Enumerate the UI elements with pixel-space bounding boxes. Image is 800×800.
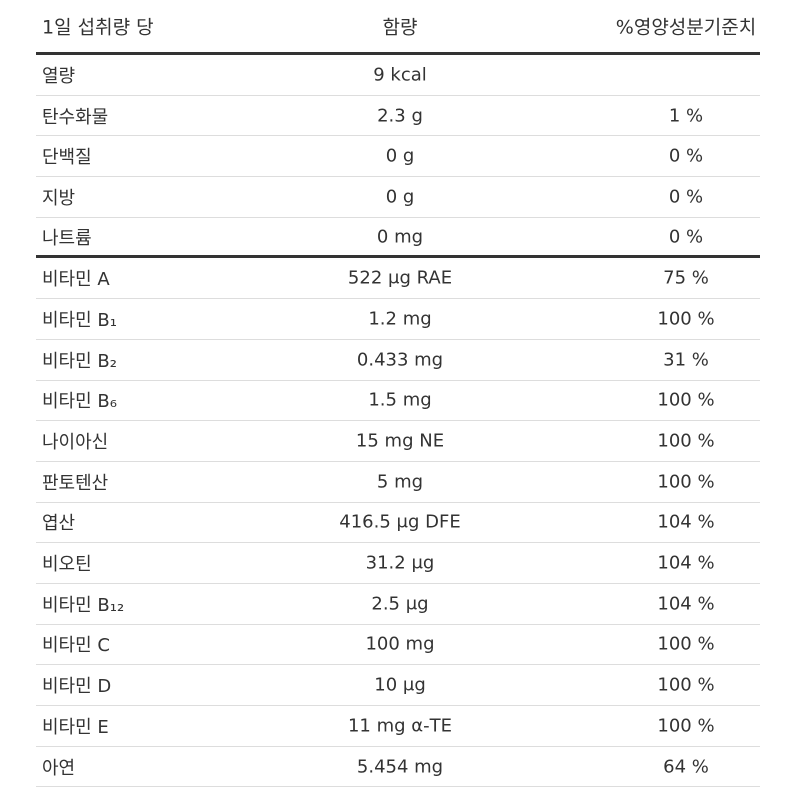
daily-value-percent: 104 % (657, 511, 715, 533)
nutrient-name: 비타민 A (42, 269, 110, 291)
table-row: 엽산 416.5 μg DFE 104 % (36, 503, 760, 544)
nutrient-name: 비타민 E (42, 716, 109, 738)
daily-value-percent: 31 % (663, 349, 709, 371)
amount: 100 mg (365, 633, 435, 655)
nutrient-name: 나트륨 (42, 227, 92, 249)
amount: 0.433 mg (356, 349, 444, 371)
daily-value-percent: 0 % (668, 226, 704, 248)
amount: 2.5 μg (371, 593, 429, 615)
table-row: 비타민 C 100 mg 100 % (36, 625, 760, 666)
amount: 416.5 μg DFE (339, 511, 461, 533)
table-row: 비타민 B₂ 0.433 mg 31 % (36, 340, 760, 381)
daily-value-percent: 100 % (657, 389, 715, 411)
table-header: 1일 섭취량 당 함량 %영양성분기준치 (36, 0, 760, 55)
table-row: 나이아신 15 mg NE 100 % (36, 421, 760, 462)
nutrient-name: 아연 (42, 757, 76, 779)
amount: 0 g (385, 145, 415, 167)
nutrient-name: 비타민 D (42, 676, 112, 698)
daily-value-percent: 100 % (657, 674, 715, 696)
daily-value-percent: 104 % (657, 552, 715, 574)
daily-value-percent: 100 % (657, 308, 715, 330)
daily-value-percent: 100 % (657, 430, 715, 452)
amount: 11 mg α-TE (347, 715, 453, 737)
amount: 2.3 g (377, 105, 423, 127)
table-row: 지방 0 g 0 % (36, 177, 760, 218)
table-row: 비타민 E 11 mg α-TE 100 % (36, 706, 760, 747)
daily-value-percent: 104 % (657, 593, 715, 615)
table-row: 비타민 D 10 μg 100 % (36, 665, 760, 706)
nutrient-name: 판토텐산 (42, 472, 109, 494)
amount: 15 mg NE (355, 430, 445, 452)
table-row: 비타민 B₆ 1.5 mg 100 % (36, 381, 760, 422)
nutrient-name: 비오틴 (42, 554, 92, 576)
daily-value-percent: 1 % (668, 105, 704, 127)
table-row: 비타민 A 522 μg RAE 75 % (36, 258, 760, 300)
amount: 10 μg (374, 674, 426, 696)
table-row: 나트륨 0 mg 0 % (36, 218, 760, 259)
table-row: 아연 5.454 mg 64 % (36, 747, 760, 788)
amount: 0 mg (376, 226, 424, 248)
nutrient-name: 비타민 B₁ (42, 309, 117, 331)
nutrient-name: 열량 (42, 65, 76, 87)
header-percent: %영양성분기준치 (615, 16, 757, 39)
nutrient-name: 비타민 B₁₂ (42, 594, 125, 616)
table-row: 비오틴 31.2 μg 104 % (36, 543, 760, 584)
table-row: 판토텐산 5 mg 100 % (36, 462, 760, 503)
table-row: 열량 9 kcal (36, 55, 760, 96)
nutrient-name: 나이아신 (42, 432, 109, 454)
daily-value-percent: 64 % (663, 756, 709, 778)
table-row: 탄수화물 2.3 g 1 % (36, 96, 760, 137)
amount: 5 mg (376, 471, 424, 493)
daily-value-percent: 0 % (668, 145, 704, 167)
amount: 5.454 mg (356, 756, 444, 778)
amount: 9 kcal (373, 64, 427, 86)
daily-value-percent: 100 % (657, 715, 715, 737)
nutrient-name: 비타민 B₆ (42, 391, 117, 413)
daily-value-percent: 75 % (663, 267, 709, 289)
daily-value-percent: 0 % (668, 186, 704, 208)
nutrient-name: 지방 (42, 187, 76, 209)
amount: 0 g (385, 186, 415, 208)
amount: 522 μg RAE (347, 267, 453, 289)
amount: 31.2 μg (365, 552, 435, 574)
nutrient-name: 단백질 (42, 147, 92, 169)
daily-value-percent: 100 % (657, 633, 715, 655)
nutrient-name: 비타민 B₂ (42, 350, 117, 372)
amount: 1.2 mg (368, 308, 432, 330)
amount: 1.5 mg (368, 389, 432, 411)
nutrient-name: 탄수화물 (42, 106, 109, 128)
nutrient-name: 엽산 (42, 513, 76, 535)
daily-value-percent: 100 % (657, 471, 715, 493)
table-row: 비타민 B₁ 1.2 mg 100 % (36, 299, 760, 340)
table-row: 단백질 0 g 0 % (36, 136, 760, 178)
header-nutrient: 1일 섭취량 당 (42, 16, 154, 39)
table-row: 비타민 B₁₂ 2.5 μg 104 % (36, 584, 760, 625)
nutrient-name: 비타민 C (42, 635, 110, 657)
header-amount: 함량 (382, 16, 418, 39)
